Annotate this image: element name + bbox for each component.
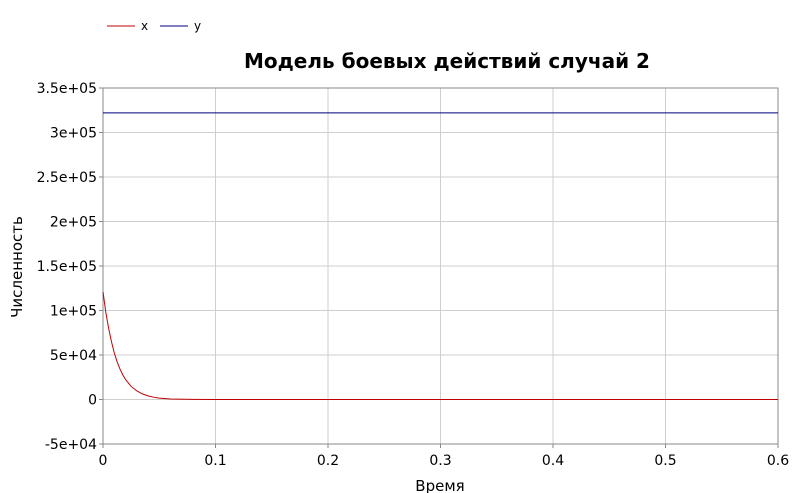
y-tick-label: 2e+05	[50, 215, 97, 231]
x-tick-label: 0.1	[204, 453, 226, 469]
y-tick-label: 2.5e+05	[37, 170, 97, 186]
y-tick-label: 3.5e+05	[37, 81, 97, 97]
y-tick-label: 1.5e+05	[37, 259, 97, 275]
x-tick-label: 0.6	[767, 453, 789, 469]
x-tick-label: 0.3	[429, 453, 451, 469]
x-tick-label: 0.5	[654, 453, 676, 469]
y-tick-label: 0	[88, 393, 97, 409]
series-line-x	[102, 291, 778, 400]
y-tick-label: -5e+04	[45, 437, 97, 453]
y-tick-label: 3e+05	[50, 126, 97, 142]
x-axis-label: Время	[415, 477, 464, 493]
legend-label: y	[194, 19, 201, 33]
y-axis-ticks: -5e+04 0 5e+04 1e+05 1.5e+05 2e+05 2.5e+05 3e+0…	[37, 81, 103, 453]
y-axis-label: Численность	[8, 216, 26, 318]
legend-label: x	[141, 19, 148, 33]
x-tick-label: 0.4	[542, 453, 564, 469]
legend-item-x[interactable]: x	[107, 19, 148, 33]
series-lines	[102, 112, 778, 400]
x-tick-label: 0	[99, 453, 108, 469]
x-tick-label: 0.2	[317, 453, 339, 469]
y-tick-label: 1e+05	[50, 304, 97, 320]
grid	[103, 88, 778, 444]
chart-title: Модель боевых действий случай 2	[244, 49, 650, 73]
x-axis-ticks: 0 0.1 0.2 0.3 0.4 0.5 0.6	[99, 444, 789, 469]
legend-item-y[interactable]: y	[160, 19, 201, 33]
y-tick-label: 5e+04	[50, 348, 97, 364]
